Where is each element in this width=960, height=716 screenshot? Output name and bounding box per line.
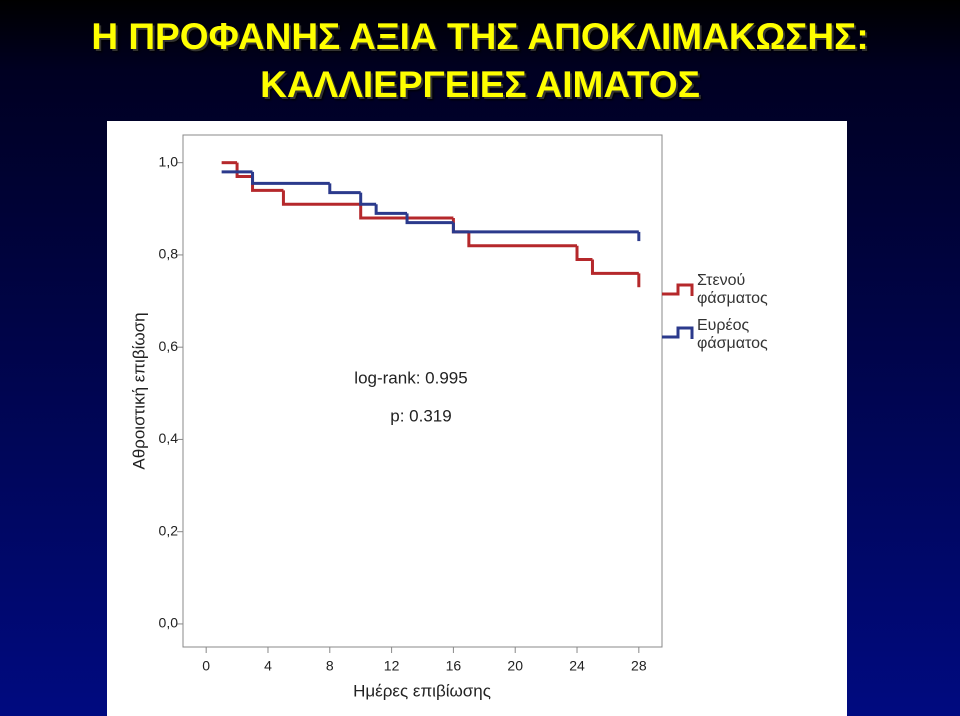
survival-step bbox=[328, 183, 361, 195]
annotation: log-rank: 0.995 bbox=[354, 368, 467, 387]
survival-step bbox=[374, 204, 408, 215]
x-tick-label: 12 bbox=[384, 658, 400, 674]
x-tick-label: 0 bbox=[202, 658, 210, 674]
survival-step bbox=[359, 204, 454, 220]
legend-label: Στενού φάσματος bbox=[697, 272, 768, 307]
survival-step bbox=[451, 222, 639, 234]
x-tick-label: 4 bbox=[264, 658, 272, 674]
y-axis-label: Αθροιστική επιβίωση bbox=[129, 312, 148, 469]
title-line: ΚΑΛΛΙΕΡΓΕΙΕΣ ΑΙΜΑΤΟΣ bbox=[260, 64, 700, 105]
x-axis-label: Ημέρες επιβίωσης bbox=[353, 681, 491, 700]
survival-step bbox=[251, 171, 330, 185]
x-tick-label: 16 bbox=[446, 658, 462, 674]
plot-frame bbox=[182, 134, 663, 648]
survival-step bbox=[590, 259, 639, 275]
survival-step bbox=[575, 245, 593, 262]
survival-step bbox=[405, 213, 454, 225]
y-tick-label: 0,8 bbox=[159, 246, 179, 262]
legend-label: Ευρέος φάσματος bbox=[697, 317, 768, 352]
x-tick-label: 8 bbox=[326, 658, 334, 674]
title-line: Η ΠΡΟΦΑΝΗΣ ΑΞΙΑ ΤΗΣ ΑΠΟΚΛΙΜΑΚΩΣΗΣ: bbox=[91, 16, 869, 57]
y-tick-label: 0,0 bbox=[159, 615, 179, 631]
survival-step bbox=[467, 231, 578, 248]
survival-step bbox=[281, 190, 361, 206]
legend-swatch bbox=[662, 326, 694, 339]
x-tick-label: 28 bbox=[631, 658, 647, 674]
chart-panel bbox=[107, 121, 847, 716]
survival-step bbox=[235, 162, 253, 179]
legend-swatch bbox=[662, 283, 694, 296]
y-tick-label: 0,6 bbox=[159, 338, 179, 354]
y-tick-label: 0,4 bbox=[159, 430, 179, 446]
x-tick-label: 20 bbox=[507, 658, 523, 674]
x-tick-label: 24 bbox=[569, 658, 585, 674]
y-tick-label: 1,0 bbox=[159, 153, 179, 169]
annotation: p: 0.319 bbox=[390, 406, 451, 425]
y-tick-label: 0,2 bbox=[159, 522, 179, 538]
survival-step bbox=[359, 192, 377, 206]
